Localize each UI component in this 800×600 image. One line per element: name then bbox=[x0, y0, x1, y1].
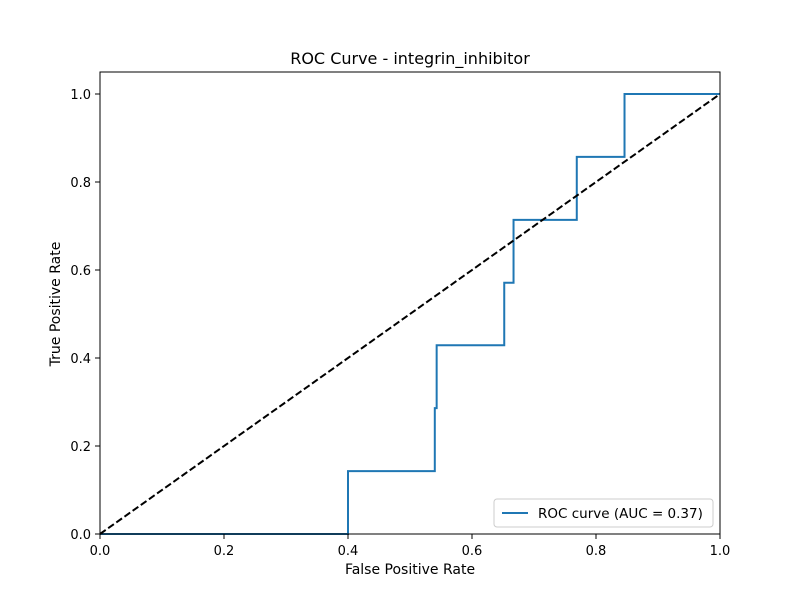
x-tick-label: 0.2 bbox=[214, 544, 235, 559]
y-tick-label: 0.8 bbox=[70, 176, 91, 191]
plot-background bbox=[100, 72, 720, 534]
chart-title: ROC Curve - integrin_inhibitor bbox=[290, 49, 530, 69]
x-axis-label: False Positive Rate bbox=[345, 562, 475, 578]
y-tick-label: 1.0 bbox=[70, 88, 91, 103]
plot-area: 0.0 0.2 0.4 0.6 0.8 1.0 0.0 0.2 0.4 0.6 0.8 1.0 ROC … bbox=[70, 71, 731, 559]
y-tick-label: 0.4 bbox=[70, 352, 91, 367]
x-tick-label: 0.8 bbox=[586, 544, 607, 559]
axes-frame bbox=[99, 71, 721, 535]
y-tick-label: 0.2 bbox=[70, 440, 91, 455]
x-tick-label: 0.4 bbox=[338, 544, 359, 559]
x-tick-label: 0.0 bbox=[90, 544, 111, 559]
chance-diagonal-line bbox=[99, 93, 721, 535]
x-tick-label: 1.0 bbox=[710, 544, 731, 559]
legend-box bbox=[493, 498, 714, 528]
y-tick-label: 0.0 bbox=[70, 528, 91, 543]
y-tick-label: 0.6 bbox=[70, 264, 91, 279]
legend-label-roc-curve: ROC curve (AUC = 0.37) bbox=[538, 506, 703, 522]
y-axis-label: True Positive Rate bbox=[48, 242, 64, 368]
roc-curve-line bbox=[100, 93, 720, 535]
x-tick-label: 0.6 bbox=[462, 544, 483, 559]
